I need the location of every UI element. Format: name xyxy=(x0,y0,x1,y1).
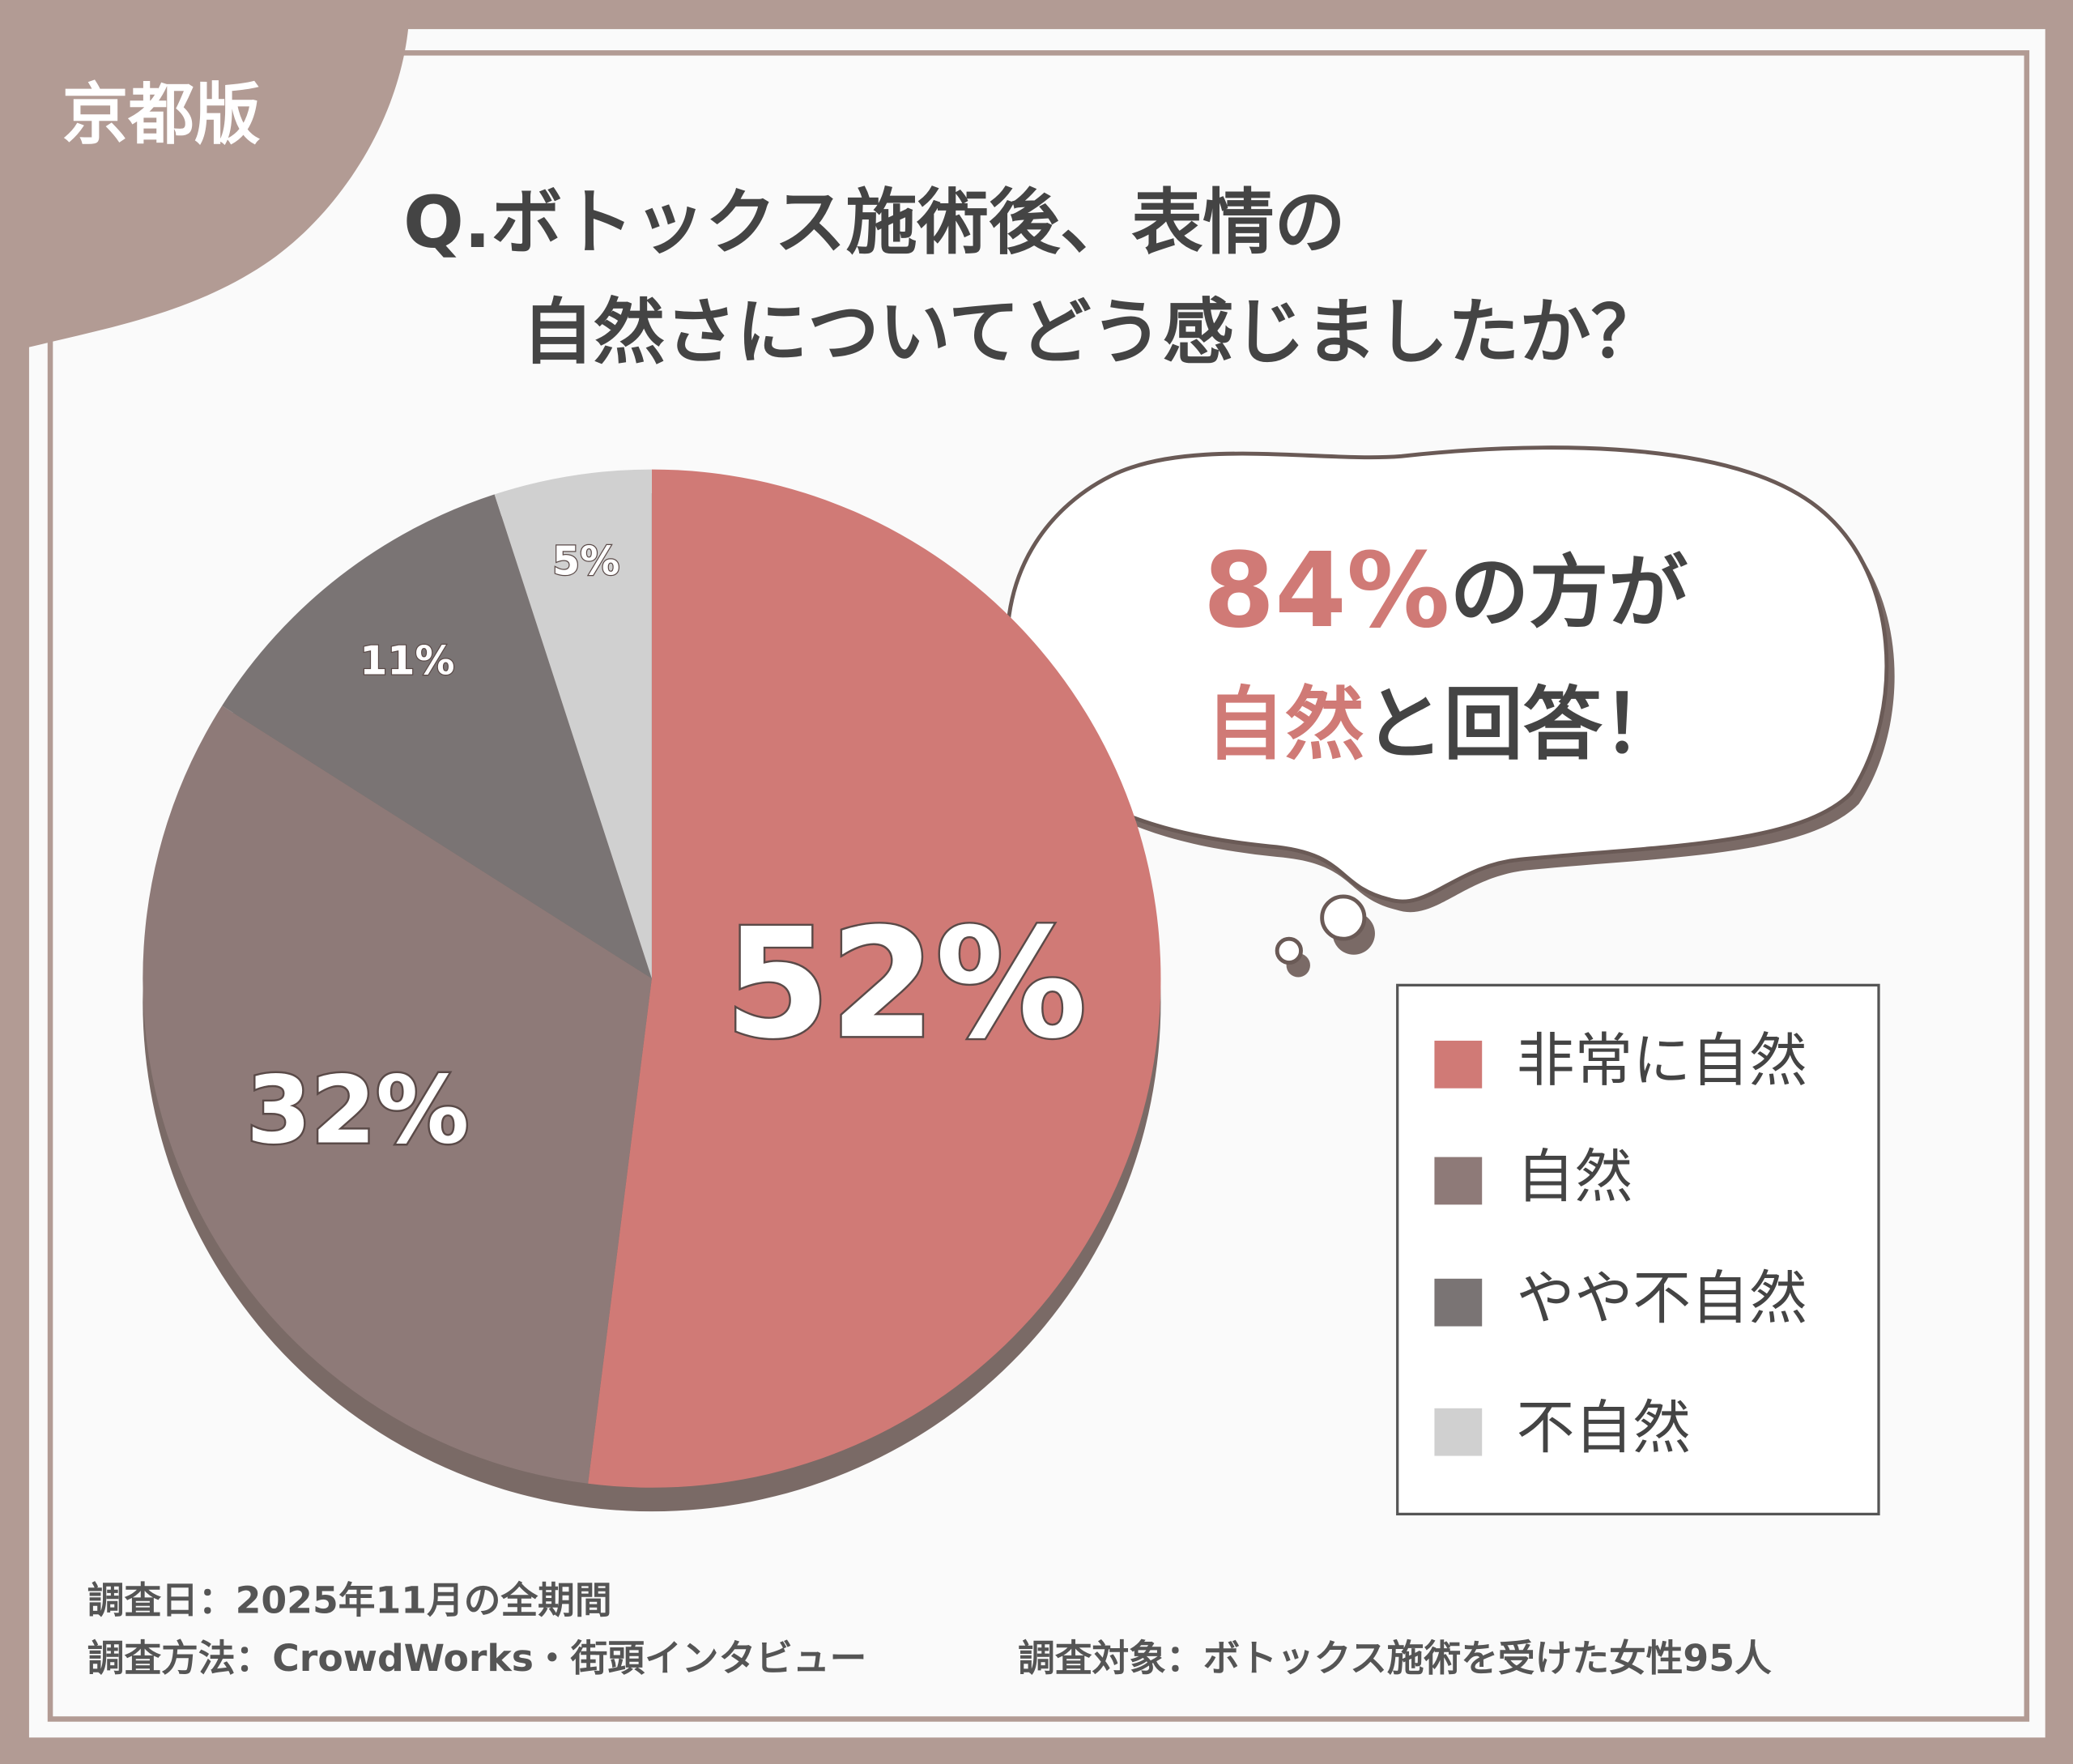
badge: 京都版 xyxy=(62,76,261,153)
footer: 調査日：2025年11月の全期間 xyxy=(87,1579,612,1621)
legend-label: 不自然 xyxy=(1517,1394,1691,1462)
legend-swatch xyxy=(1434,1040,1483,1089)
value-label: 32% xyxy=(246,1056,469,1165)
legend-swatch xyxy=(1434,1157,1483,1205)
legend-label: 非常に自然 xyxy=(1517,1026,1807,1094)
badge-shape xyxy=(0,0,411,355)
title-line: 自然さについてどう感じましたか？ xyxy=(522,291,1662,374)
legend-label: やや不自然 xyxy=(1517,1264,1807,1332)
title-line: Q.ボトックス施術後、表情の xyxy=(403,181,1346,264)
pie-slice xyxy=(494,469,652,979)
value-label: 11% xyxy=(360,637,454,684)
panel-border xyxy=(47,50,2030,1722)
callout-text: 自然と回答！ xyxy=(1206,679,1682,771)
pie-slice xyxy=(143,705,652,1484)
legend-swatch xyxy=(1434,1278,1483,1327)
value-label: 5% xyxy=(552,538,619,584)
callout-text: の方が xyxy=(1449,547,1688,639)
legend-label: 自然 xyxy=(1517,1142,1633,1210)
callout-text: と回答！ xyxy=(1364,679,1682,771)
callout-highlight: 自然 xyxy=(1206,679,1364,771)
legend-swatch xyxy=(1434,1408,1483,1456)
footer: 調査対象：ボトックス施術を受けた女性95人 xyxy=(1018,1637,1772,1680)
callout-highlight: 84% xyxy=(1203,531,1450,651)
value-label: 52% xyxy=(725,897,1087,1072)
footer: 調査方法：CrowdWorks・街頭インタビュー xyxy=(87,1637,867,1680)
callout-text: 84%の方が xyxy=(1203,531,1688,651)
pie-slice xyxy=(588,469,1161,1488)
pie-slice xyxy=(222,494,652,979)
